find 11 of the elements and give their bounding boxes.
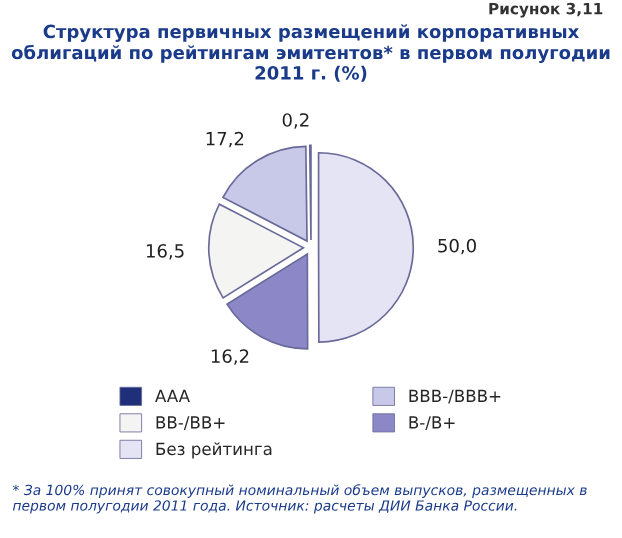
data-label: 17,2 [206,131,244,148]
data-label: 0,2 [282,113,309,129]
legend-label: AAA [155,389,190,402]
chart-title: Структура первичных размещений корпоративных облигаций по рейтингам эмитентов* в первом полугодии 2011 г. (%) [11,24,610,82]
legend-label: B-/B+ [409,416,455,430]
data-label: 50,0 [438,238,476,255]
legend-label: BBB-/BBB+ [409,389,501,404]
data-label: 16,2 [211,349,249,365]
legend-label: Без рейтинга [156,442,272,459]
legend-label: BB-/BB+ [156,416,225,430]
data-label: 16,5 [146,244,184,260]
